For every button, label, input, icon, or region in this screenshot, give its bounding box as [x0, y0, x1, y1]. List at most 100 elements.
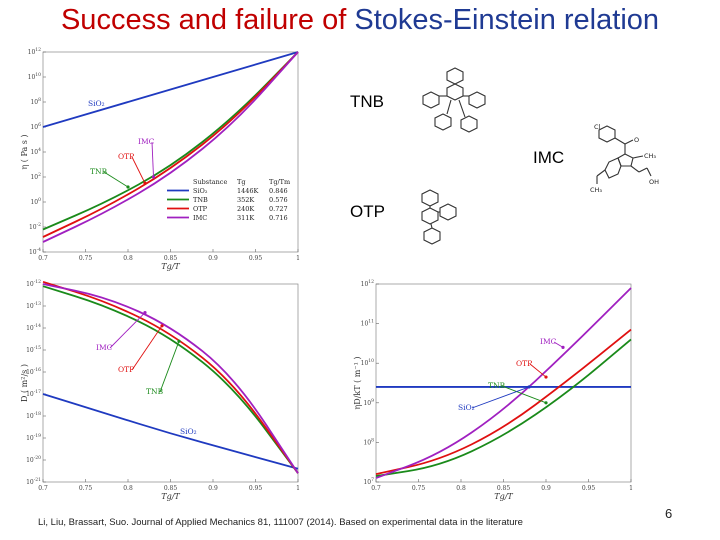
- annotation-arrow-otp: [131, 156, 146, 184]
- y-tick-label: 102: [30, 172, 41, 181]
- annotation-sio2: SiO₂: [458, 403, 475, 412]
- annotation-arrow-sio2: [471, 386, 530, 409]
- x-axis-label: Tg/T: [161, 262, 180, 271]
- imc-atom-cl: Cl: [594, 123, 601, 131]
- y-tick-label: 10-20: [26, 455, 41, 464]
- x-tick-label: 0.7: [38, 485, 48, 492]
- annotation-arrow-tnb: [501, 385, 547, 404]
- annotation-tnb: TNB: [90, 167, 108, 176]
- series-line-sio2: [42, 393, 299, 470]
- plot-frame: [42, 51, 299, 253]
- x-tick-label: 1: [296, 255, 300, 262]
- legend-cell: 0.727: [269, 205, 288, 213]
- x-tick-label: 0.9: [208, 485, 218, 492]
- x-axis-label: Tg/T: [494, 492, 513, 501]
- series-line-tnb: [375, 338, 632, 477]
- legend-cell: TNB: [193, 196, 208, 204]
- x-tick-label: 0.7: [371, 485, 381, 492]
- annotation-sio2: SiO₂: [88, 99, 105, 108]
- legend-header: Tg: [237, 178, 246, 186]
- annotation-tnb: TNB: [488, 381, 506, 390]
- y-tick-label: 10-15: [26, 345, 41, 354]
- annotation-arrowhead-imc: [143, 311, 147, 315]
- series-line-otp: [42, 280, 299, 474]
- x-tick-label: 0.85: [497, 485, 511, 492]
- legend-cell: OTP: [193, 205, 208, 213]
- imc-atom-ch3: CH₃: [644, 152, 656, 160]
- y-tick-label: 10-12: [26, 279, 41, 288]
- viscosity-chart: 10-4 10-2 100 102 104 106 108 1010 1012 0.7 0.75 0.…: [20, 47, 300, 271]
- series-line-otp: [42, 51, 299, 238]
- plot-frame: [42, 283, 299, 483]
- citation: Li, Liu, Brassart, Suo. Journal of Appli…: [38, 517, 523, 528]
- y-tick-label: 107: [363, 477, 374, 486]
- legend-header: Tg/Tm: [269, 178, 290, 186]
- annotation-arrowhead-tnb: [126, 185, 130, 189]
- y-tick-label: 10-21: [26, 477, 41, 486]
- series-line-imc: [375, 287, 632, 479]
- x-tick-label: 1: [629, 485, 633, 492]
- x-tick-label: 0.75: [412, 485, 426, 492]
- stokes-einstein-chart: 107 108 109 1010 1011 1012 0.7 0.75 0.8 0.85 0.9 0.…: [353, 279, 633, 501]
- annotation-arrow-tnb: [159, 341, 180, 393]
- title-part-1: Success and failure of: [60, 4, 347, 36]
- annotation-arrowhead-tnb: [177, 339, 181, 343]
- annotation-otp: OTP: [516, 359, 532, 368]
- annotation-arrowhead-imc: [561, 345, 565, 349]
- legend-cell: SiO₂: [193, 187, 208, 195]
- otp-molecule-image: [421, 189, 457, 245]
- slide-title: Success and failure of Stokes-Einstein r…: [0, 4, 720, 37]
- x-tick-label: 0.7: [38, 255, 48, 262]
- x-tick-label: 0.9: [541, 485, 551, 492]
- tnb-label: TNB: [350, 92, 384, 111]
- annotation-imc: IMC: [96, 343, 113, 352]
- legend-cell: 0.716: [269, 214, 288, 222]
- annotation-otp: OTP: [118, 365, 134, 374]
- series-line-tnb: [42, 285, 299, 474]
- x-tick-label: 0.85: [164, 485, 178, 492]
- x-tick-label: 0.8: [123, 255, 133, 262]
- annotation-sio2: SiO₂: [180, 427, 197, 436]
- annotation-arrowhead-otp: [160, 324, 164, 328]
- y-tick-label: 108: [363, 437, 374, 446]
- legend-cell: 0.576: [269, 196, 288, 204]
- x-tick-label: 0.75: [79, 255, 93, 262]
- annotation-arrow-imc: [109, 312, 146, 349]
- y-tick-label: 10-4: [29, 247, 41, 256]
- x-tick-label: 0.95: [582, 485, 596, 492]
- y-tick-label: 10-19: [26, 433, 41, 442]
- imc-atom-o: O: [634, 136, 639, 144]
- annotation-tnb: TNB: [146, 387, 164, 396]
- legend-header: Substance: [193, 178, 227, 186]
- annotation-imc: IMC: [540, 337, 557, 346]
- y-tick-label: 10-17: [26, 389, 41, 398]
- annotation-arrowhead-sio2: [527, 385, 531, 389]
- otp-label: OTP: [350, 202, 385, 221]
- annotation-arrow-imc: [553, 341, 564, 348]
- y-tick-label: 108: [30, 97, 41, 106]
- x-tick-label: 0.8: [456, 485, 466, 492]
- y-tick-label: 1010: [28, 72, 42, 81]
- x-tick-label: 0.75: [79, 485, 93, 492]
- y-tick-label: 1011: [361, 319, 375, 328]
- annotation-arrow-otp: [131, 325, 163, 371]
- annotation-arrowhead-otp: [143, 181, 147, 185]
- diffusivity-chart: 10-21 10-20 10-19 10-18 10-17 10-16 10-15 10-14…: [20, 279, 300, 501]
- series-line-imc: [42, 51, 299, 243]
- x-tick-label: 0.8: [123, 485, 133, 492]
- legend-cell: IMC: [193, 214, 207, 222]
- y-axis-label: D ( m²/s ): [20, 364, 29, 402]
- legend-cell: 240K: [237, 205, 254, 213]
- annotation-arrowhead-tnb: [544, 401, 548, 405]
- tnb-molecule-image: [422, 67, 486, 133]
- x-tick-label: 0.95: [249, 255, 263, 262]
- page-number: 6: [665, 506, 673, 521]
- imc-label: IMC: [533, 148, 565, 167]
- series-line-sio2: [42, 51, 299, 128]
- series-line-imc: [42, 283, 299, 474]
- legend-cell: 311K: [237, 214, 254, 222]
- y-tick-label: 109: [363, 398, 374, 407]
- y-tick-label: 10-2: [29, 222, 41, 231]
- imc-molecule-image: Cl O CH₃ OH CH₃: [590, 123, 659, 194]
- x-tick-label: 0.85: [164, 255, 178, 262]
